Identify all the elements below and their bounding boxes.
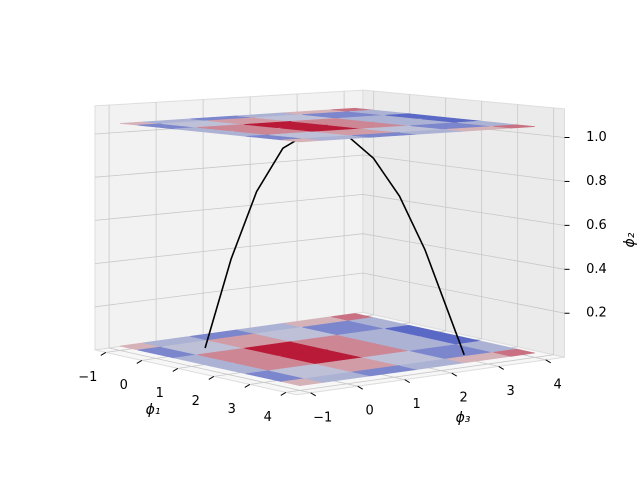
tick-mark xyxy=(451,372,457,377)
labels: −1 0 1 2 3 4 −1 0 1 2 3 4 0.2 0.4 0.6 1.0 0.8 xyxy=(78,130,607,425)
tick-mark xyxy=(310,392,316,397)
x-tick-label: 4 xyxy=(264,410,272,425)
y-tick-label: 0 xyxy=(366,404,374,419)
top-surface xyxy=(119,107,535,143)
z-axis-label: ϕ₂ xyxy=(622,232,638,247)
tick-mark xyxy=(545,359,551,364)
tick-mark xyxy=(100,351,107,356)
tick-mark xyxy=(280,391,287,396)
grid-line xyxy=(94,233,565,270)
y-tick-label: 3 xyxy=(507,384,515,399)
grid-line xyxy=(94,272,565,314)
x-tick-label: −1 xyxy=(78,370,97,385)
tick-mark xyxy=(136,359,143,364)
x-tick-label: 1 xyxy=(156,386,164,401)
surface-cell xyxy=(493,348,535,357)
x-tick-label: 3 xyxy=(228,402,236,417)
z-tick-label: 0.8 xyxy=(586,174,607,189)
tick-mark xyxy=(357,385,363,390)
tick-mark xyxy=(244,383,251,388)
z-tick-label: 0.2 xyxy=(586,306,607,321)
y-axis-label: ϕ₃ xyxy=(456,410,471,426)
z-tick-label: 1.0 xyxy=(586,130,607,145)
x-tick-label: 2 xyxy=(192,394,200,409)
z-tick-label: 0.4 xyxy=(586,262,607,277)
z-tick-label: 0.6 xyxy=(586,218,607,233)
grid-line xyxy=(94,154,565,182)
y-tick-label: 1 xyxy=(413,397,421,412)
y-tick-label: −1 xyxy=(313,410,332,425)
grid-line xyxy=(108,105,311,394)
y-tick-label: 2 xyxy=(460,391,468,406)
x-axis-label: ϕ₁ xyxy=(146,402,161,418)
tick-mark xyxy=(172,367,179,372)
tick-mark xyxy=(498,365,504,370)
grid-line xyxy=(94,193,565,226)
grid-line xyxy=(285,107,555,393)
surface-cell xyxy=(493,124,535,129)
bottom-surface xyxy=(119,313,535,387)
tick-mark xyxy=(404,379,410,384)
x-tick-label: 0 xyxy=(120,378,128,393)
y-tick-label: 4 xyxy=(554,377,562,392)
tick-mark xyxy=(208,375,215,380)
